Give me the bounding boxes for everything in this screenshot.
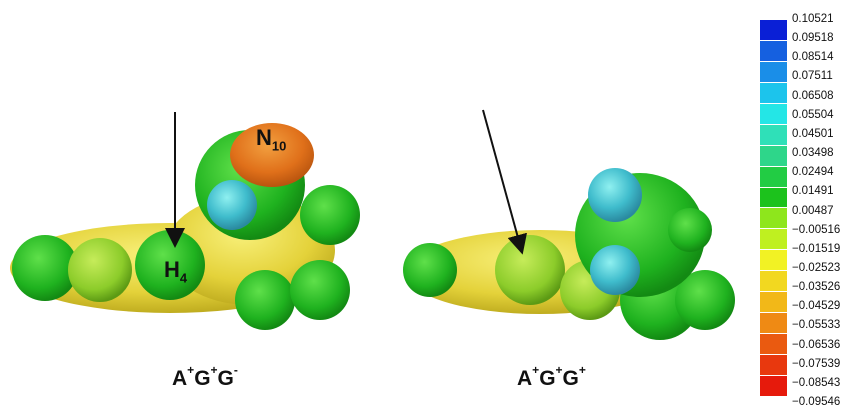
colorbar-tick-label: 0.05504 — [792, 108, 834, 121]
colorbar-tick-label: −0.09546 — [792, 396, 841, 408]
colorbar-swatch — [760, 82, 787, 104]
colorbar — [760, 20, 787, 397]
colorbar-swatch — [760, 124, 787, 146]
colorbar-swatch — [760, 40, 787, 62]
colorbar-tick-label: 0.09518 — [792, 32, 834, 45]
colorbar-swatch — [760, 334, 787, 355]
colorbar-tick-label: −0.03526 — [792, 281, 841, 294]
colorbar-swatch — [760, 313, 787, 335]
colorbar-swatch — [760, 166, 787, 188]
colorbar-tick-label: 0.07511 — [792, 70, 833, 83]
colorbar-tick-label: 0.01491 — [792, 185, 834, 198]
colorbar-tick-label: −0.04529 — [792, 300, 841, 313]
molecule-right — [403, 109, 735, 340]
colorbar-tick-label: −0.02523 — [792, 261, 841, 274]
colorbar-swatch — [760, 20, 787, 41]
colorbar-tick-label: −0.01519 — [792, 242, 841, 255]
colorbar-tick-label: 0.02494 — [792, 166, 834, 179]
colorbar-tick-label: −0.00516 — [792, 223, 841, 236]
colorbar-tick-label: −0.08543 — [792, 376, 841, 389]
panel-title-right: A+G+G+ — [517, 363, 586, 390]
colorbar-tick-label: 0.04501 — [792, 127, 834, 140]
atom-label-n10: N10 — [256, 125, 287, 154]
colorbar-swatch — [760, 103, 787, 125]
atom-label-h4: H4 — [164, 257, 188, 286]
colorbar-swatch — [760, 208, 787, 230]
colorbar-tick-label: −0.05533 — [792, 319, 841, 332]
panel-title-left: A+G+G- — [172, 363, 238, 390]
colorbar-swatch — [760, 61, 787, 83]
colorbar-tick-label: −0.07539 — [792, 357, 841, 370]
colorbar-tick-label: 0.00487 — [792, 204, 834, 217]
colorbar-tick-label: 0.08514 — [792, 51, 834, 64]
colorbar-swatch — [760, 229, 787, 251]
colorbar-swatch — [760, 292, 787, 314]
colorbar-swatch — [760, 145, 787, 167]
colorbar-tick-label: 0.06508 — [792, 89, 834, 102]
colorbar-swatch — [760, 375, 787, 397]
colorbar-tick-label: 0.03498 — [792, 147, 834, 160]
colorbar-swatch — [760, 355, 787, 376]
colorbar-swatch — [760, 250, 787, 272]
molecule-left — [10, 112, 360, 330]
colorbar-tick-label: 0.10521 — [792, 13, 834, 25]
colorbar-swatch — [760, 187, 787, 209]
colorbar-tick-label: −0.06536 — [792, 338, 841, 351]
colorbar-swatch — [760, 271, 787, 293]
